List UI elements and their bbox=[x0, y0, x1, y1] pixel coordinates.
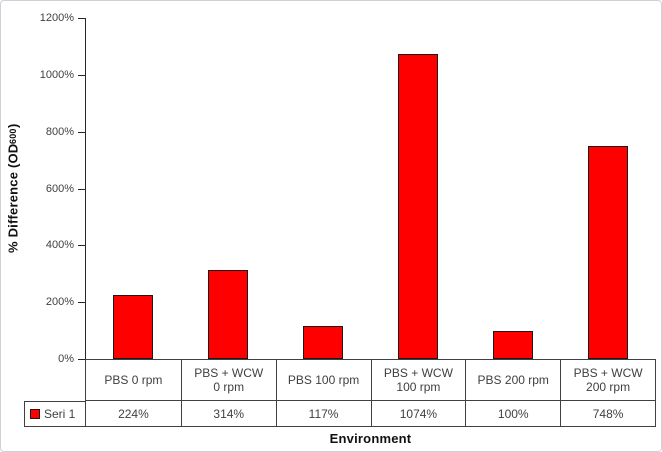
data-table: PBS 0 rpm PBS + WCW 0 rpm PBS 100 rpm PBS +… bbox=[85, 359, 656, 427]
series-name: Seri 1 bbox=[44, 407, 76, 421]
series-swatch-icon bbox=[30, 409, 40, 419]
y-tick-mark bbox=[78, 18, 85, 19]
y-tick-label: 1200% bbox=[39, 12, 74, 24]
bar bbox=[303, 326, 343, 359]
y-tick-mark bbox=[78, 75, 85, 76]
y-tick-mark bbox=[78, 245, 85, 246]
value-cell: 100% bbox=[465, 401, 560, 426]
y-axis-line bbox=[85, 18, 86, 359]
bar bbox=[588, 146, 628, 359]
bar bbox=[208, 270, 248, 359]
y-tick-label: 0% bbox=[58, 353, 74, 365]
category-header-cell: PBS + WCW 100 rpm bbox=[370, 360, 466, 401]
value-cell: 1074% bbox=[370, 401, 466, 426]
category-header-cell: PBS 100 rpm bbox=[275, 360, 371, 401]
y-tick-mark bbox=[78, 189, 85, 190]
value-cell: 117% bbox=[275, 401, 371, 426]
y-tick-label: 600% bbox=[45, 182, 74, 195]
category-header-cell: PBS + WCW 200 rpm bbox=[560, 360, 655, 401]
value-cell: 314% bbox=[180, 401, 276, 426]
x-axis-title: Environment bbox=[329, 431, 412, 446]
category-header-cell: PBS + WCW 0 rpm bbox=[180, 360, 276, 401]
y-tick-label: 800% bbox=[45, 125, 74, 138]
category-header-cell: PBS 200 rpm bbox=[465, 360, 561, 401]
y-tick-label: 400% bbox=[45, 239, 74, 252]
bar bbox=[398, 54, 438, 359]
value-cell: 224% bbox=[118, 406, 149, 421]
y-tick-mark bbox=[78, 302, 85, 303]
value-cell: 748% bbox=[560, 401, 655, 426]
category-header-cell: PBS 0 rpm bbox=[86, 360, 181, 401]
y-axis-title-text: % Difference (OD bbox=[5, 143, 21, 254]
y-tick-mark bbox=[78, 132, 85, 133]
y-tick-mark bbox=[78, 359, 85, 360]
y-tick-label: 200% bbox=[45, 296, 74, 309]
bar bbox=[113, 295, 153, 359]
bar bbox=[493, 331, 533, 359]
y-tick-label: 1000% bbox=[39, 68, 74, 81]
legend-cell: Seri 1 bbox=[24, 401, 86, 427]
y-axis-title-subscript: 600 bbox=[8, 128, 18, 144]
